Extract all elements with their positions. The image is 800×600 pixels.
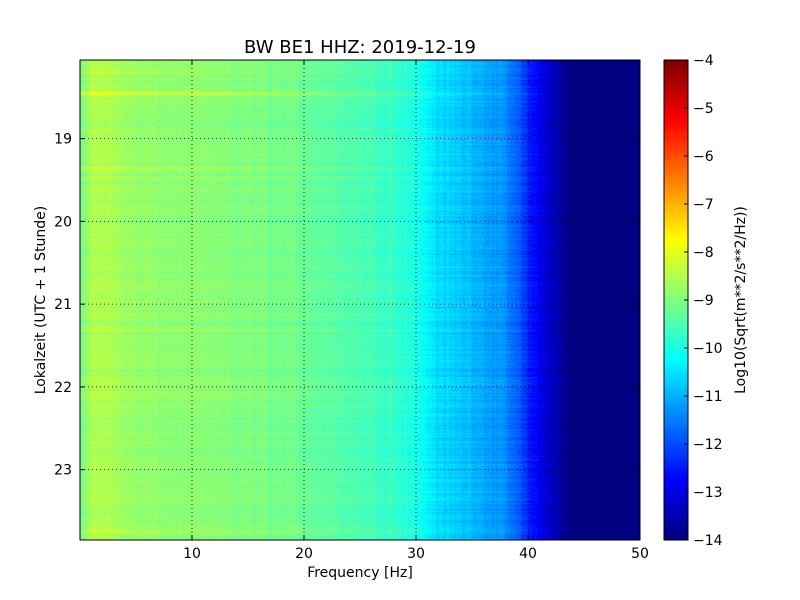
- colorbar-tick-label: −13: [693, 485, 723, 501]
- colorbar-tick-label: −4: [693, 53, 714, 69]
- colorbar-tick-label: −5: [693, 101, 714, 117]
- spectrogram-heatmap: [80, 60, 640, 540]
- y-tick-label: 23: [54, 463, 72, 479]
- y-tick-label: 19: [54, 132, 72, 148]
- colorbar-tick-label: −10: [693, 341, 723, 357]
- colorbar: −4 −5 −6 −7 −8 −9 −10 −11 −12 −13 −14: [663, 53, 723, 549]
- plot-frame: [79, 59, 641, 541]
- x-tick-label: 20: [295, 546, 313, 562]
- y-tick-label: 21: [54, 297, 72, 313]
- x-tick-label: 30: [407, 546, 425, 562]
- colorbar-ticks: −4 −5 −6 −7 −8 −9 −10 −11 −12 −13 −14: [684, 53, 723, 549]
- x-tick-label: 40: [519, 546, 537, 562]
- colorbar-tick-label: −6: [693, 149, 714, 165]
- colorbar-tick-label: −8: [693, 245, 714, 261]
- colorbar-tick-label: −14: [693, 533, 723, 549]
- x-axis-label: Frequency [Hz]: [307, 565, 413, 581]
- colorbar-label: Log10(Sqrt(m**2/s**2/Hz)): [733, 206, 749, 394]
- y-axis-ticks: 19 20 21 22 23: [54, 132, 640, 479]
- plot-area: 10 20 30 40 50 19 20 21 22 23: [54, 59, 649, 562]
- x-tick-label: 50: [631, 546, 649, 562]
- colorbar-tick-label: −9: [693, 293, 714, 309]
- y-axis-label: Lokalzeit (UTC + 1 Stunde): [33, 206, 49, 395]
- colorbar-tick-label: −12: [693, 437, 723, 453]
- x-tick-label: 10: [183, 546, 201, 562]
- colorbar-tick-label: −11: [693, 389, 723, 405]
- grid-lines: [80, 60, 640, 540]
- y-tick-label: 22: [54, 380, 72, 396]
- chart-title: BW BE1 HHZ: 2019-12-19: [244, 37, 476, 58]
- colorbar-tick-label: −7: [693, 197, 714, 213]
- y-tick-label: 20: [54, 214, 72, 230]
- x-axis-ticks: 10 20 30 40 50: [183, 60, 649, 562]
